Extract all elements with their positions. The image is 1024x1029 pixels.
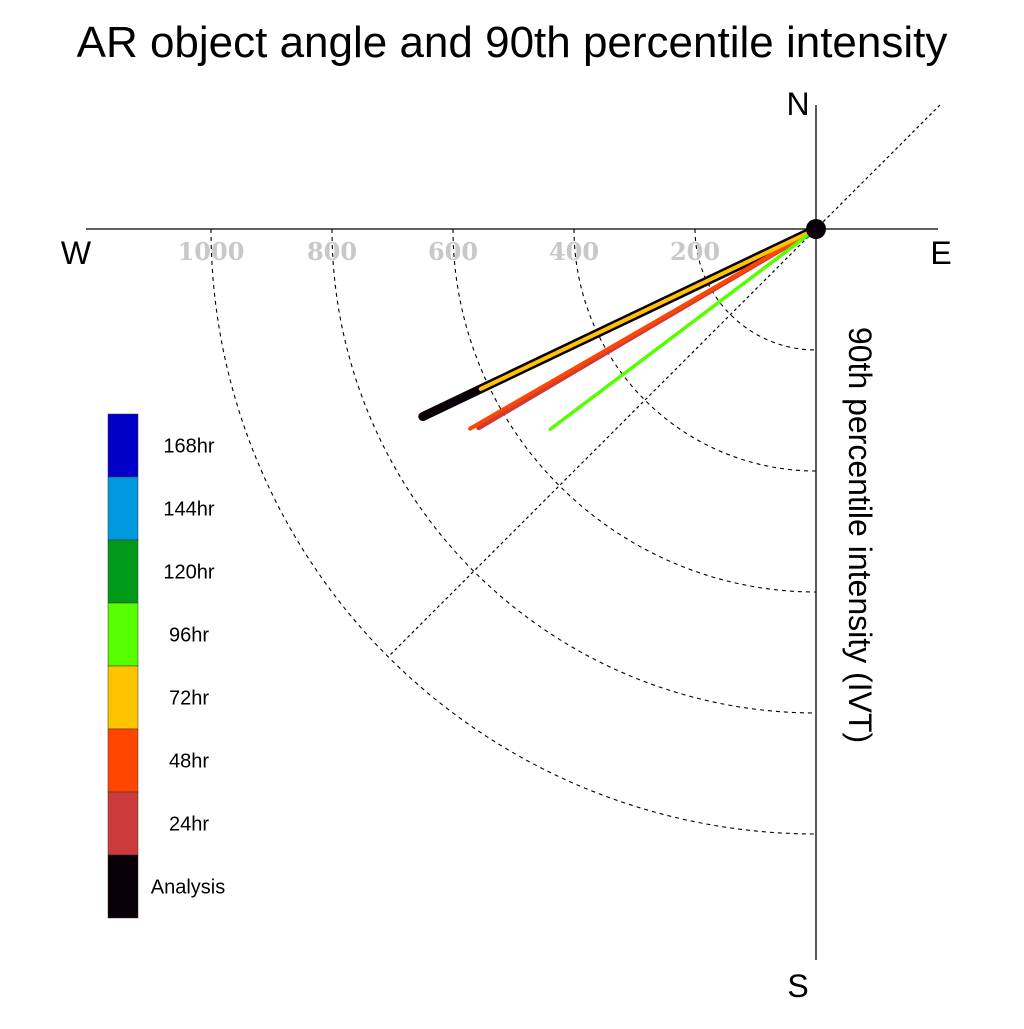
radial-ring-1000 — [210, 228, 817, 835]
legend-swatch-168hr — [107, 413, 139, 478]
compass-south: S — [787, 968, 808, 1004]
tick-label-400: 400 — [549, 237, 599, 266]
legend-label-144hr: 144hr — [163, 499, 214, 521]
compass-west: W — [61, 235, 92, 271]
tick-label-1000: 1000 — [178, 237, 245, 266]
legend-label-24hr: 24hr — [169, 814, 209, 836]
legend: 168hr 144hr 120hr 96hr 72hr 48hr 24hr Analysis — [107, 413, 225, 919]
y-axis-label: 90th percentile intensity (IVT) — [842, 327, 878, 743]
legend-swatch-48hr — [107, 728, 139, 793]
compass-east: E — [930, 235, 951, 271]
tick-label-200: 200 — [670, 237, 720, 266]
legend-label-96hr: 96hr — [169, 625, 209, 647]
vector-72hr — [478, 227, 818, 391]
legend-label-48hr: 48hr — [169, 751, 209, 773]
vector-96hr — [548, 227, 818, 432]
legend-swatch-120hr — [107, 539, 139, 604]
radial-ring-800 — [331, 228, 817, 714]
vector-series — [418, 224, 821, 432]
legend-swatch-72hr — [107, 665, 139, 730]
radial-ring-200 — [694, 228, 817, 351]
legend-swatch-24hr — [107, 791, 139, 856]
radial-grid — [210, 228, 817, 835]
tick-label-800: 800 — [307, 237, 357, 266]
legend-swatch-96hr — [107, 602, 139, 667]
legend-label-analysis: Analysis — [151, 877, 225, 899]
legend-swatch-144hr — [107, 476, 139, 541]
origin-marker — [806, 219, 826, 239]
diagonal-reference-line — [387, 104, 941, 658]
legend-swatch-analysis — [107, 854, 139, 919]
tick-label-600: 600 — [428, 237, 478, 266]
radial-tick-labels: 200 400 600 800 1000 — [178, 237, 720, 266]
compass-north: N — [786, 86, 809, 122]
vector-48hr — [468, 227, 818, 431]
legend-label-168hr: 168hr — [163, 436, 214, 458]
legend-label-72hr: 72hr — [169, 688, 209, 710]
legend-label-120hr: 120hr — [163, 562, 214, 584]
chart-title: AR object angle and 90th percentile inte… — [77, 18, 948, 67]
